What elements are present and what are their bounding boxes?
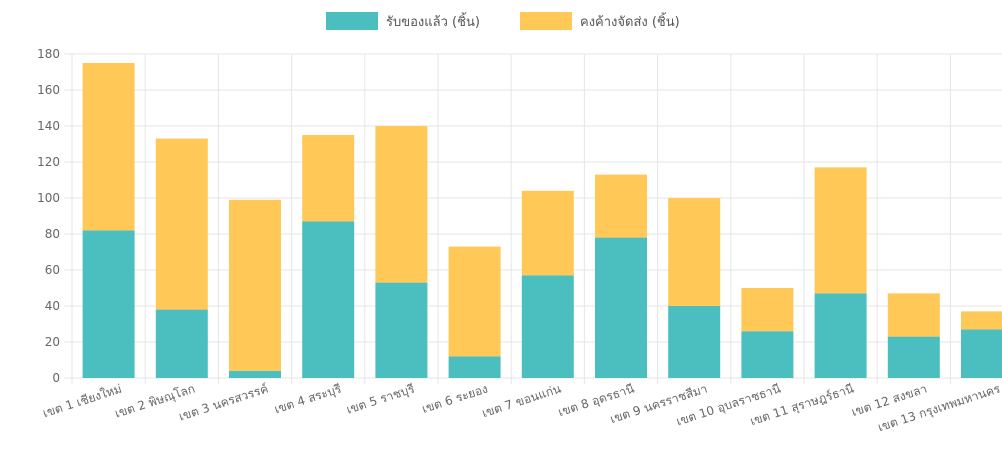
x-tick-label: เขต 4 สระบุรี <box>273 381 344 417</box>
bar-pending <box>668 198 720 306</box>
x-tick-label: เขต 7 ขอนแก่น <box>480 382 562 421</box>
y-tick-label: 120 <box>37 155 60 169</box>
bar-pending <box>302 135 354 221</box>
bar-received <box>156 310 208 378</box>
x-tick-label: เขต 1 เชียงใหม่ <box>41 382 123 421</box>
bar-received <box>888 337 940 378</box>
bar-received <box>522 275 574 378</box>
bar-pending <box>229 200 281 371</box>
bar-received <box>83 230 135 378</box>
y-tick-label: 180 <box>37 47 60 61</box>
bar-received <box>302 221 354 378</box>
y-tick-label: 60 <box>45 263 60 277</box>
x-tick-label: เขต 6 ระยอง <box>420 382 489 416</box>
bar-pending <box>449 247 501 357</box>
bar-pending <box>595 175 647 238</box>
y-tick-label: 0 <box>52 371 60 385</box>
bar-received <box>449 356 501 378</box>
bar-received <box>595 238 647 378</box>
bar-pending <box>375 126 427 283</box>
bar-pending <box>156 139 208 310</box>
bar-received <box>229 371 281 378</box>
bar-received <box>668 306 720 378</box>
y-tick-label: 80 <box>45 227 60 241</box>
y-tick-label: 40 <box>45 299 60 313</box>
y-tick-label: 20 <box>45 335 60 349</box>
x-tick-label: เขต 5 ราชบุรี <box>345 381 417 417</box>
bar-pending <box>83 63 135 230</box>
bar-received <box>375 283 427 378</box>
bar-received <box>815 293 867 378</box>
bar-received <box>961 329 1002 378</box>
bar-pending <box>888 293 940 336</box>
bar-pending <box>815 167 867 293</box>
bar-pending <box>741 288 793 331</box>
bar-pending <box>522 191 574 276</box>
bar-pending <box>961 311 1002 329</box>
bar-received <box>741 331 793 378</box>
y-tick-label: 140 <box>37 119 60 133</box>
y-tick-label: 100 <box>37 191 60 205</box>
y-tick-label: 160 <box>37 83 60 97</box>
x-tick-label: เขต 13 กรุงเทพมหานคร <box>876 381 1002 435</box>
